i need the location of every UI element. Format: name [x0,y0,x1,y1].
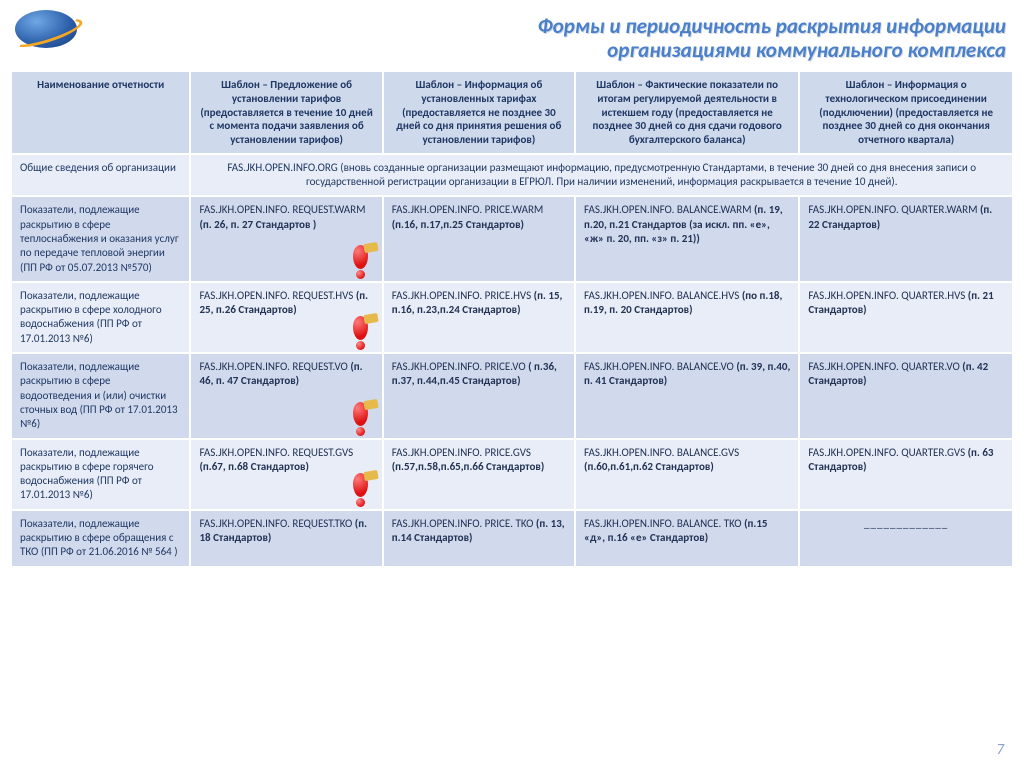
exclamation-icon [346,316,376,350]
cell-quarter-empty: _____________ [799,510,1013,567]
cell-code: FAS.JKH.OPEN.INFO. BALANCE.WARM [584,203,754,216]
slide-logo [15,10,85,55]
cell-code: FAS.JKH.OPEN.INFO. REQUEST.VO [199,360,350,373]
th-balance: Шаблон – Фактические показатели по итога… [575,71,799,154]
cell-ref: (п.60,п.61,п.62 Стандартов) [584,460,714,473]
page-number: 7 [996,741,1004,759]
cell-code: FAS.JKH.OPEN.INFO. QUARTER.WARM [808,203,980,216]
cell-code: FAS.JKH.OPEN.INFO. PRICE.GVS [392,446,531,459]
cell-code: FAS.JKH.OPEN.INFO. PRICE.WARM [392,203,544,216]
table-row: Показатели, подлежащие раскрытию в сфере… [11,282,1013,353]
cell-code: FAS.JKH.OPEN.INFO. PRICE.VO [392,360,528,373]
cell-code: FAS.JKH.OPEN.INFO. PRICE.HVS [392,289,534,302]
row-label: Показатели, подлежащие раскрытию в сфере… [11,439,190,510]
cell-code: FAS.JKH.OPEN.INFO. BALANCE. TKO [584,517,744,530]
cell-code: FAS.JKH.OPEN.INFO. QUARTER.GVS [808,446,967,459]
cell-code: FAS.JKH.OPEN.INFO. QUARTER.HVS [808,289,967,302]
cell-price: FAS.JKH.OPEN.INFO. PRICE.GVS (п.57,п.58,… [383,439,575,510]
cell-quarter: FAS.JKH.OPEN.INFO. QUARTER.HVS (п. 21 Ст… [799,282,1013,353]
cell-request: FAS.JKH.OPEN.INFO. REQUEST.HVS (п. 25, п… [190,282,382,353]
cell-request: FAS.JKH.OPEN.INFO. REQUEST.TKO (п. 18 Ст… [190,510,382,567]
row-label: Показатели, подлежащие раскрытию в сфере… [11,282,190,353]
table-row: Показатели, подлежащие раскрытию в сфере… [11,510,1013,567]
cell-code: FAS.JKH.OPEN.INFO. BALANCE.HVS [584,289,742,302]
cell-request: FAS.JKH.OPEN.INFO. REQUEST.VO (п. 46, п.… [190,353,382,438]
cell-code: FAS.JKH.OPEN.INFO. PRICE. TKO [392,517,536,530]
cell-code: FAS.JKH.OPEN.INFO. QUARTER.VO [808,360,962,373]
exclamation-icon [346,245,376,279]
title-line-1: Формы и периодичность раскрытия информац… [538,13,1006,39]
cell-code: FAS.JKH.OPEN.INFO. BALANCE.VO [584,360,736,373]
row-label: Показатели, подлежащие раскрытию в сфере… [11,196,190,281]
cell-code: FAS.JKH.OPEN.INFO. REQUEST.HVS [199,289,355,302]
cell-balance: FAS.JKH.OPEN.INFO. BALANCE. TKO (п.15 «д… [575,510,799,567]
cell-ref: (п. 26, п. 27 Стандартов ) [199,218,316,231]
cell-quarter: FAS.JKH.OPEN.INFO. QUARTER.VO (п. 42 Ста… [799,353,1013,438]
cell-code: FAS.JKH.OPEN.INFO. REQUEST.WARM [199,203,365,216]
table-row: Показатели, подлежащие раскрытию в сфере… [11,439,1013,510]
cell-price: FAS.JKH.OPEN.INFO. PRICE.HVS (п. 15, п.1… [383,282,575,353]
row-label: Показатели, подлежащие раскрытию в сфере… [11,510,190,567]
cell-code: FAS.JKH.OPEN.INFO. REQUEST.TKO [199,517,354,530]
cell-request: FAS.JKH.OPEN.INFO. REQUEST.GVS (п.67, п.… [190,439,382,510]
cell-price: FAS.JKH.OPEN.INFO. PRICE.WARM (п.16, п.1… [383,196,575,281]
cell-price: FAS.JKH.OPEN.INFO. PRICE. TKO (п. 13, п.… [383,510,575,567]
row-label: Показатели, подлежащие раскрытию в сфере… [11,353,190,438]
table-row: Показатели, подлежащие раскрытию в сфере… [11,196,1013,281]
exclamation-icon [346,473,376,507]
title-line-2: организациями коммунального комплекса [607,37,1006,63]
table-row: Показатели, подлежащие раскрытию в сфере… [11,353,1013,438]
cell-request: FAS.JKH.OPEN.INFO. REQUEST.WARM (п. 26, … [190,196,382,281]
cell-balance: FAS.JKH.OPEN.INFO. BALANCE.WARM (п. 19, … [575,196,799,281]
cell-ref: (п.67, п.68 Стандартов) [199,460,308,473]
cell-code: FAS.JKH.OPEN.INFO. BALANCE.GVS [584,446,739,459]
th-price: Шаблон – Информация об установленных тар… [383,71,575,154]
cell-ref: (п.16, п.17,п.25 Стандартов) [392,218,524,231]
table-row: Общие сведения об организации FAS.JKH.OP… [11,154,1013,197]
th-name: Наименование отчетности [11,71,190,154]
cell-balance: FAS.JKH.OPEN.INFO. BALANCE.HVS (по п.18,… [575,282,799,353]
cell-quarter: FAS.JKH.OPEN.INFO. QUARTER.WARM (п. 22 С… [799,196,1013,281]
disclosure-table: Наименование отчетности Шаблон – Предлож… [10,70,1014,568]
cell-code: FAS.JKH.OPEN.INFO. REQUEST.GVS [199,446,353,459]
cell-balance: FAS.JKH.OPEN.INFO. BALANCE.GVS (п.60,п.6… [575,439,799,510]
slide-title: Формы и периодичность раскрытия информац… [370,14,1006,62]
exclamation-icon [346,402,376,436]
table-header-row: Наименование отчетности Шаблон – Предлож… [11,71,1013,154]
cell-balance: FAS.JKH.OPEN.INFO. BALANCE.VO (п. 39, п.… [575,353,799,438]
cell-price: FAS.JKH.OPEN.INFO. PRICE.VO ( п.36, п.37… [383,353,575,438]
th-request: Шаблон – Предложение об установлении тар… [190,71,382,154]
cell-ref: (п.57,п.58,п.65,п.66 Стандартов) [392,460,545,473]
row-merged-info: FAS.JKH.OPEN.INFO.ORG (вновь созданные о… [190,154,1013,197]
th-quarter: Шаблон – Информация о технологическом пр… [799,71,1013,154]
row-label: Общие сведения об организации [11,154,190,197]
cell-quarter: FAS.JKH.OPEN.INFO. QUARTER.GVS (п. 63 Ст… [799,439,1013,510]
